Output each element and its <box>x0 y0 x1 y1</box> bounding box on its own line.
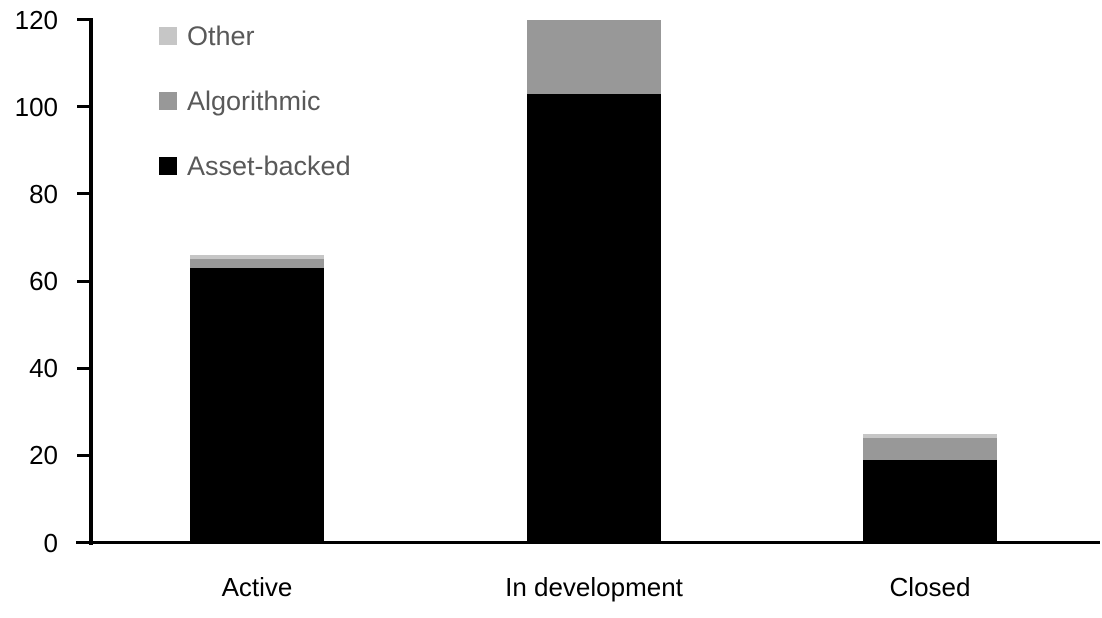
bar-segment-active-asset-backed <box>190 268 324 543</box>
legend-item: Algorithmic <box>159 87 351 114</box>
y-axis-tick <box>77 192 93 196</box>
y-axis-tick <box>77 105 93 109</box>
category-label: Active <box>221 572 293 602</box>
legend-item: Asset-backed <box>159 152 351 179</box>
legend: Other Algorithmic Asset-backed <box>159 22 351 222</box>
y-tick-label: 100 <box>14 91 58 122</box>
legend-item-label: Algorithmic <box>187 85 321 116</box>
legend-item-label: Other <box>187 20 255 51</box>
legend-item: Other <box>159 22 351 49</box>
category-label: In development <box>505 572 683 602</box>
y-axis-tick <box>77 366 93 370</box>
y-axis-tick <box>77 453 93 457</box>
bar-segment-in-development-algorithmic <box>527 19 661 94</box>
category-label: Closed <box>889 572 971 602</box>
legend-swatch-icon <box>159 27 177 45</box>
y-tick-label: 40 <box>29 353 58 384</box>
y-axis-tick <box>77 18 93 22</box>
y-axis-tick <box>77 541 93 544</box>
x-axis-line <box>76 541 1100 544</box>
y-tick-label: 20 <box>29 440 58 471</box>
bar-segment-active-other <box>190 254 324 260</box>
y-tick-label: 60 <box>29 266 58 297</box>
legend-swatch-icon <box>159 157 177 175</box>
legend-item-label: Asset-backed <box>187 150 351 181</box>
y-tick-label: 0 <box>43 527 58 558</box>
y-axis-tick <box>77 279 93 283</box>
y-tick-label: 80 <box>29 178 58 209</box>
bar-segment-in-development-asset-backed <box>527 93 661 543</box>
y-tick-label: 120 <box>14 4 58 35</box>
bar-segment-active-algorithmic <box>190 259 324 269</box>
bar-segment-closed-algorithmic <box>863 437 997 460</box>
bar-segment-closed-other <box>863 433 997 438</box>
legend-swatch-icon <box>159 92 177 110</box>
bar-segment-closed-asset-backed <box>863 459 997 543</box>
